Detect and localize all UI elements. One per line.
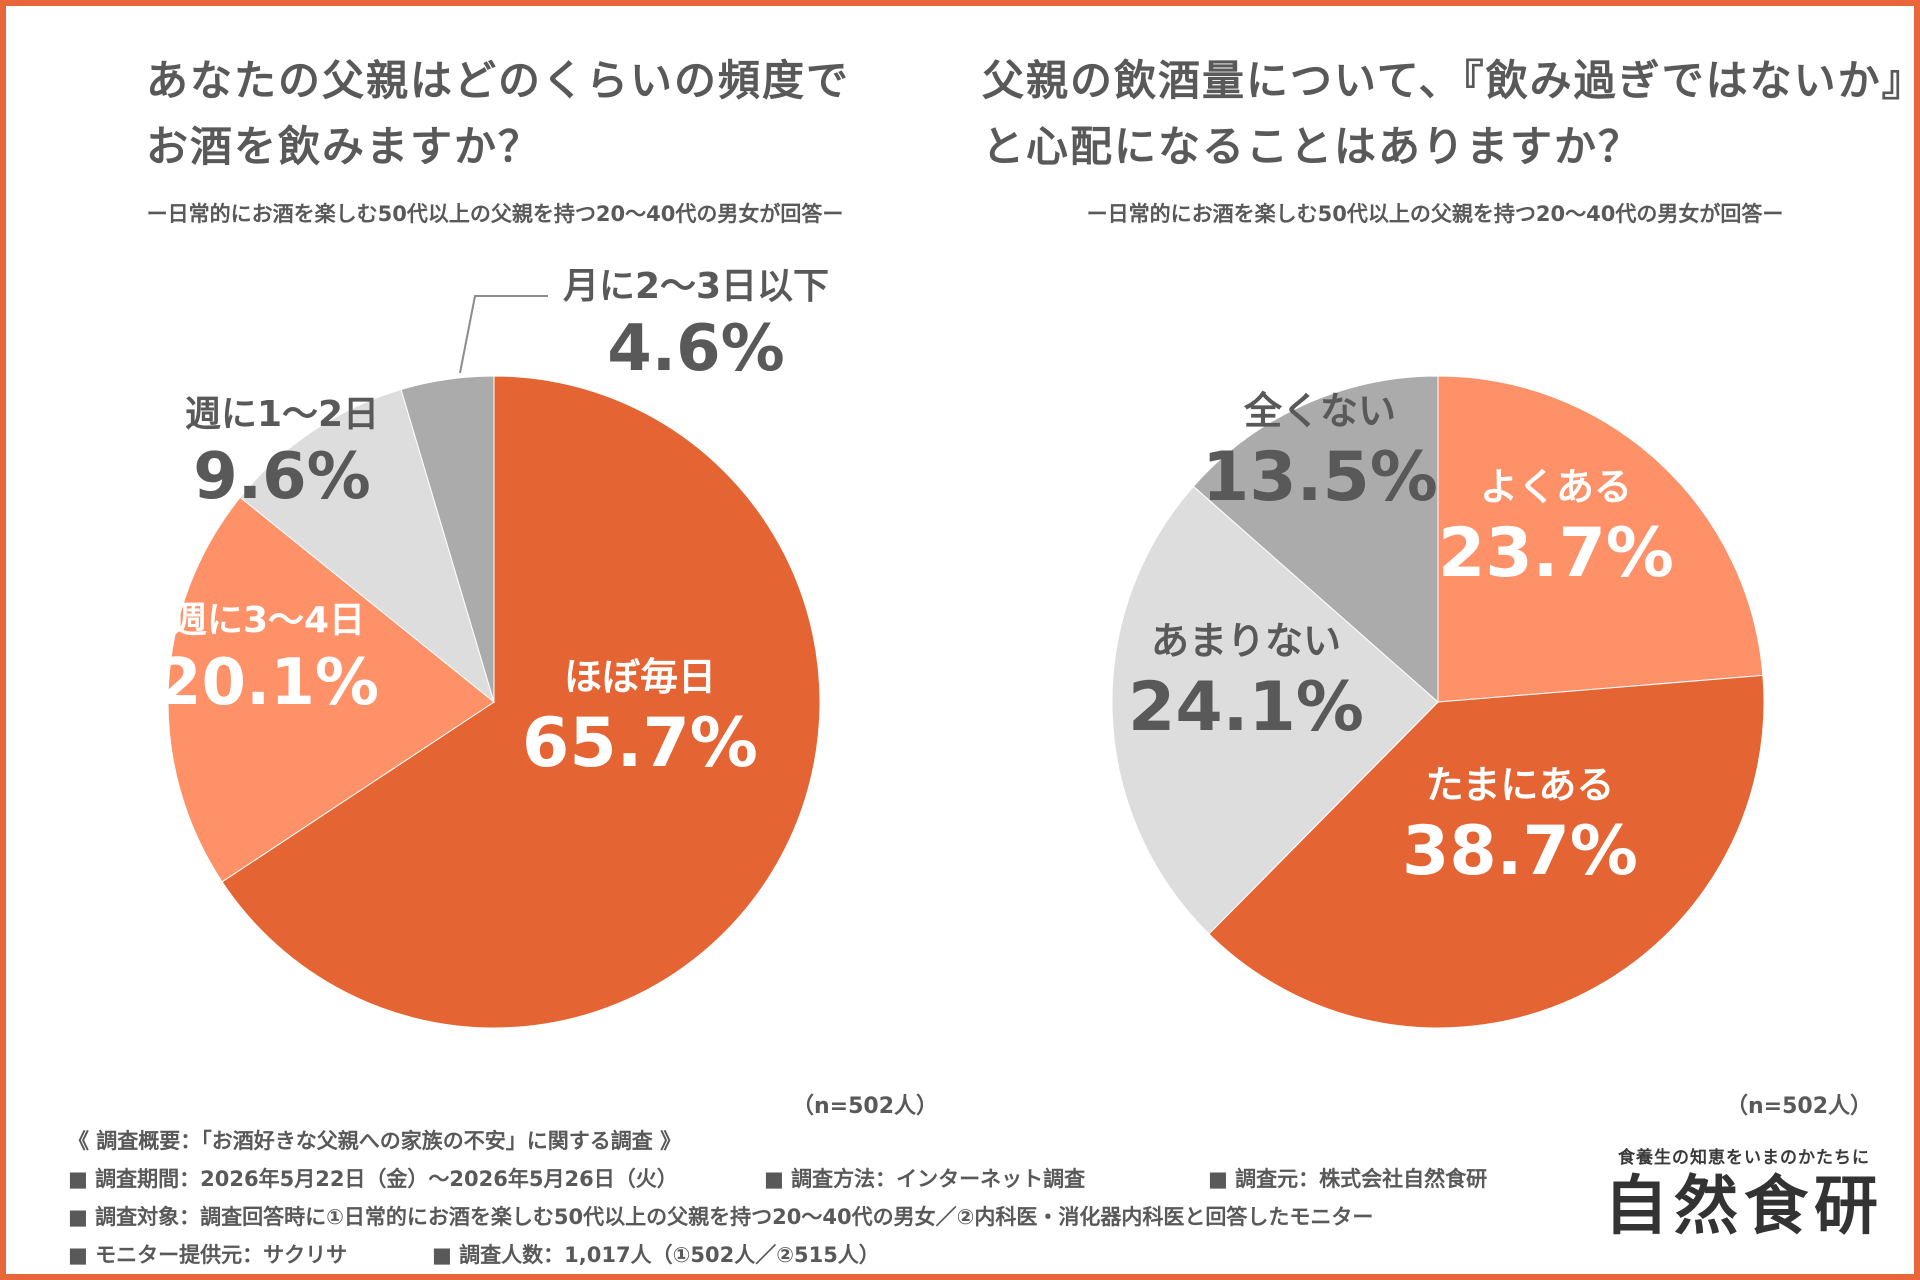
pie0-slice-3 <box>400 375 495 703</box>
right-title-line1: 父親の飲酒量について、『飲み過ぎではないか』 <box>982 56 1920 105</box>
brand-block: 食養生の知恵をいまのかたちに 自然食研 <box>1604 1143 1884 1246</box>
pie1-category-label-1: たまにある <box>1426 763 1615 807</box>
survey-provider: ■ モニター提供元：サクリサ <box>68 1243 348 1267</box>
left-pie-chart <box>167 375 821 1029</box>
pie1-slice-2 <box>1111 485 1439 935</box>
pie1-slice-0 <box>1437 375 1764 703</box>
survey-count: ■ 調査人数：1,017人（①502人／②515人） <box>432 1243 880 1267</box>
left-title-line2: お酒を飲みますか？ <box>146 122 543 171</box>
pie1-category-label-3: 全くない <box>1243 389 1396 433</box>
pie1-slice-3 <box>1192 375 1439 704</box>
pie1-value-label-1: 38.7% <box>1402 812 1638 891</box>
pie0-category-label-2: 週に1〜2日 <box>185 394 379 435</box>
right-chart-title: 父親の飲酒量について、『飲み過ぎではないか』 と心配になることはありますか？ <box>982 48 1920 180</box>
survey-heading: 《 調査概要：「お酒好きな父親への家族の不安」に関する調査 》 <box>68 1129 682 1153</box>
left-chart-subtitle: ー日常的にお酒を楽しむ50代以上の父親を持つ20〜40代の男女が回答ー <box>146 202 844 226</box>
survey-period: ■ 調査期間：2026年5月22日（金）〜2026年5月26日（火） <box>68 1167 678 1191</box>
pie1-category-label-0: よくある <box>1480 465 1632 509</box>
pie0-value-label-2: 9.6% <box>193 440 371 514</box>
pie0-category-label-1: 週に3〜4日 <box>171 600 365 641</box>
pie0-slice-2 <box>239 388 495 704</box>
pie0-leader-line-3 <box>459 295 548 374</box>
pie1-value-label-3: 13.5% <box>1202 438 1438 517</box>
right-chart-subtitle: ー日常的にお酒を楽しむ50代以上の父親を持つ20〜40代の男女が回答ー <box>1086 202 1784 226</box>
left-sample-size: （n=502人） <box>792 1094 939 1119</box>
right-sample-size: （n=502人） <box>1726 1094 1873 1119</box>
pie0-value-label-0: 65.7% <box>522 704 758 783</box>
pie1-slice-1 <box>1208 674 1765 1029</box>
left-chart-title: あなたの父親はどのくらいの頻度で お酒を飲みますか？ <box>146 48 850 180</box>
left-title-line1: あなたの父親はどのくらいの頻度で <box>146 56 851 105</box>
pie-labels: ほぼ毎日 65.7% 週に3〜4日 20.1% 週に1〜2日 9.6% 月に2〜3日以下 4.… <box>157 266 1674 891</box>
pie0-slice-0 <box>221 375 821 1029</box>
pie1-value-label-0: 23.7% <box>1438 514 1674 593</box>
brand-tagline: 食養生の知恵をいまのかたちに <box>1618 1148 1870 1168</box>
pie1-value-label-2: 24.1% <box>1128 668 1364 747</box>
pie0-category-label-0: ほぼ毎日 <box>564 655 716 699</box>
pie0-category-label-3: 月に2〜3日以下 <box>563 266 829 307</box>
right-pie-chart <box>1111 375 1765 1029</box>
pie0-value-label-3: 4.6% <box>607 312 785 386</box>
right-title-line2: と心配になることはありますか？ <box>982 122 1643 171</box>
pie1-category-label-2: あまりない <box>1151 619 1341 663</box>
survey-target: ■ 調査対象：調査回答時に①日常的にお酒を楽しむ50代以上の父親を持つ20〜40… <box>68 1205 1374 1229</box>
pie0-slice-1 <box>167 496 495 883</box>
survey-source: ■ 調査元：株式会社自然食研 <box>1208 1167 1488 1191</box>
brand-logo: 自然食研 <box>1604 1169 1884 1244</box>
survey-method: ■ 調査方法：インターネット調査 <box>764 1167 1086 1191</box>
pie0-value-label-1: 20.1% <box>157 646 379 720</box>
